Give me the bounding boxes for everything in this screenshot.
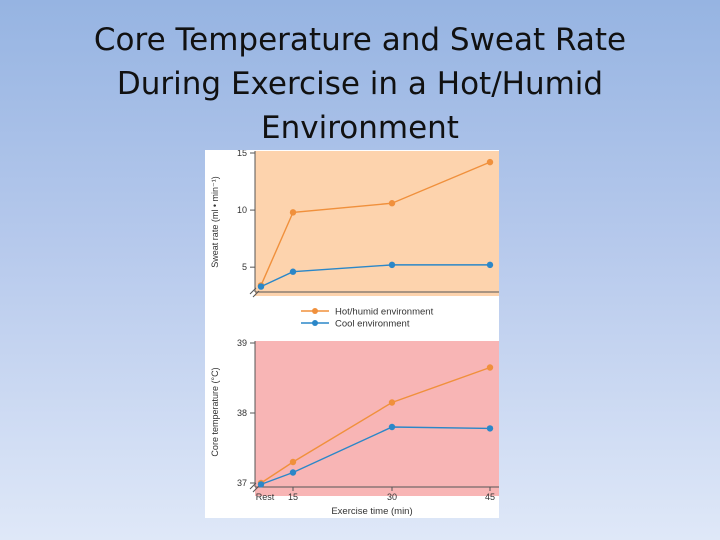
sweat-y-tick-label: 5 — [242, 262, 247, 272]
legend-hot-label: Hot/humid environment — [335, 307, 434, 318]
title-line-3: Environment — [261, 110, 459, 146]
core-temp-y-tick-label: 39 — [237, 338, 247, 348]
chart-svg: 5 10 15 Sweat rate (ml • min⁻¹) Hot/humid en… — [210, 150, 499, 517]
sweat-series-cool-point — [289, 268, 297, 275]
sweat-series-cool-point — [257, 283, 265, 290]
core-temp-axis-break — [249, 482, 260, 493]
core-temp-y-label: Core temperature (°C) — [210, 367, 220, 456]
core-temp-x-tick-label: Rest — [256, 492, 275, 502]
core-temp-x-label: Exercise time (min) — [331, 506, 412, 517]
core-temp-x-tick-label: 15 — [288, 492, 298, 502]
slide-title: Core Temperature and Sweat Rate During E… — [40, 18, 680, 150]
sweat-series-hot-point — [388, 200, 396, 207]
core-temp-series-cool-line — [260, 426, 491, 486]
sweat-y-label: Sweat rate (ml • min⁻¹) — [210, 176, 220, 267]
core-temp-plot-background — [255, 341, 499, 496]
sweat-series-cool-line — [260, 264, 490, 288]
core-temp-series-cool-point — [289, 469, 297, 476]
sweat-series-cool-point — [486, 261, 494, 269]
core-temp-y-tick-label: 38 — [237, 408, 247, 418]
sweat-series-hot-line — [260, 161, 491, 286]
core-temp-series-cool-point — [388, 423, 396, 431]
chart-figure: 5 10 15 Sweat rate (ml • min⁻¹) Hot/humid en… — [205, 150, 499, 518]
core-temp-series-hot-point — [486, 364, 494, 371]
core-temp-y-tick-label: 37 — [237, 478, 247, 488]
sweat-axis-break — [249, 287, 260, 298]
sweat-y-tick-label: 15 — [237, 150, 247, 158]
legend-cool-label: Cool environment — [335, 319, 410, 330]
sweat-series-hot-point — [486, 158, 494, 166]
title-line-2: During Exercise in a Hot/Humid — [116, 66, 604, 102]
legend-cool-marker — [312, 320, 318, 326]
sweat-series-hot-point — [289, 209, 297, 216]
sweat-series-cool-point — [388, 261, 396, 269]
core-temp-x-tick-label: 30 — [387, 492, 397, 502]
core-temp-series-cool-point — [486, 425, 494, 432]
core-temp-series-hot-point — [289, 458, 297, 466]
legend-hot-marker — [312, 308, 318, 314]
core-temp-series-cool-point — [257, 481, 265, 488]
core-temp-series-hot-line — [260, 366, 491, 484]
core-temp-x-tick-label: 45 — [485, 492, 495, 502]
title-line-1: Core Temperature and Sweat Rate — [93, 22, 627, 58]
sweat-y-tick-label: 10 — [237, 205, 247, 215]
core-temp-series-hot-point — [388, 399, 396, 406]
